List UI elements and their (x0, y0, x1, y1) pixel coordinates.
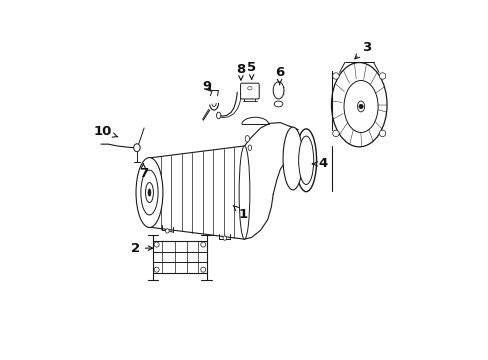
Ellipse shape (216, 112, 221, 119)
Ellipse shape (283, 127, 302, 190)
Circle shape (201, 267, 205, 272)
Ellipse shape (133, 144, 140, 152)
Ellipse shape (244, 135, 249, 142)
Ellipse shape (247, 145, 251, 150)
Ellipse shape (332, 130, 339, 136)
Ellipse shape (298, 136, 313, 184)
Ellipse shape (148, 189, 151, 196)
Ellipse shape (332, 73, 339, 79)
Circle shape (154, 242, 159, 247)
Text: 5: 5 (246, 60, 256, 80)
Ellipse shape (141, 170, 158, 215)
Text: 9: 9 (202, 80, 211, 93)
Ellipse shape (274, 101, 282, 107)
Text: 6: 6 (274, 66, 284, 85)
Ellipse shape (379, 130, 385, 136)
Ellipse shape (273, 82, 284, 99)
Ellipse shape (331, 63, 386, 147)
Circle shape (358, 104, 363, 109)
Ellipse shape (223, 236, 226, 240)
Ellipse shape (344, 81, 377, 132)
Ellipse shape (247, 86, 251, 90)
Ellipse shape (145, 183, 153, 203)
Text: 1: 1 (233, 206, 247, 221)
Text: 3: 3 (354, 41, 370, 59)
Text: 8: 8 (236, 63, 245, 80)
Ellipse shape (357, 101, 364, 112)
Text: 4: 4 (312, 157, 326, 170)
Ellipse shape (165, 229, 169, 233)
FancyBboxPatch shape (240, 83, 259, 99)
Text: 10: 10 (94, 125, 117, 138)
Text: 2: 2 (130, 242, 152, 255)
Ellipse shape (136, 158, 163, 228)
Ellipse shape (379, 73, 385, 79)
Ellipse shape (239, 146, 249, 239)
Circle shape (154, 267, 159, 272)
Circle shape (201, 242, 205, 247)
Ellipse shape (295, 129, 316, 192)
Text: 7: 7 (139, 164, 148, 180)
